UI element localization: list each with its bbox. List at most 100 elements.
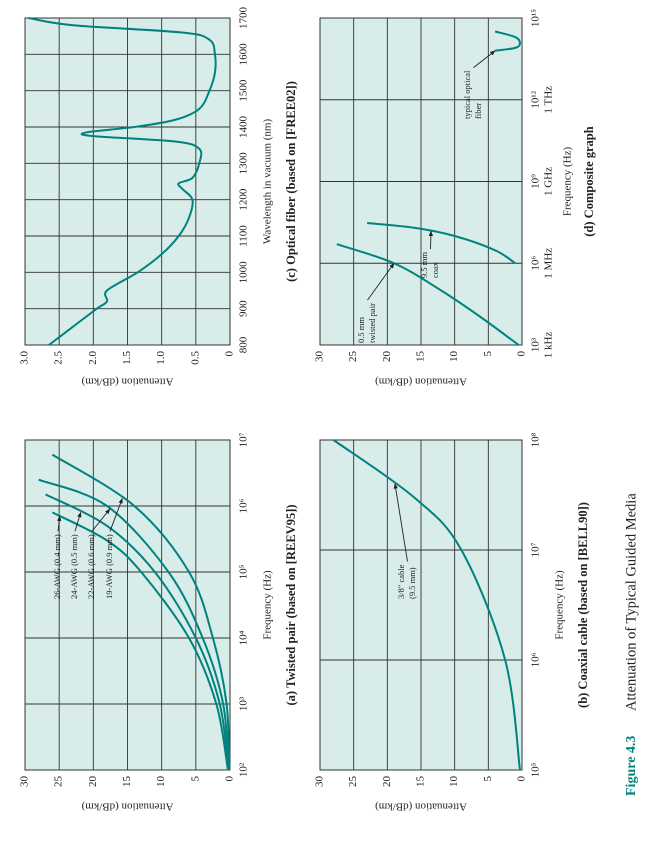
annotation-arrow [393, 483, 408, 562]
y-tick-label: 0 [516, 351, 528, 357]
x-tick-label: 1100 [238, 225, 250, 247]
annotation-arrow [473, 50, 496, 68]
y-tick-label: 25 [347, 351, 359, 363]
series-label: 3/8" cable [396, 564, 406, 599]
y-tick-label: 0 [224, 351, 236, 357]
y-axis-label: Attenuation (dB/km) [81, 800, 173, 812]
x-tick-label: 10⁵ [238, 564, 250, 579]
y-tick-label: 0 [516, 776, 528, 782]
annotation-arrow [428, 230, 434, 250]
series-label: 24-AWG (0.5 mm) [69, 534, 79, 599]
x-axis-label: Frequency (Hz) [562, 147, 574, 217]
series-label: 0.5 mm [356, 317, 366, 343]
y-axis-label: Attenuation (dB/km) [375, 375, 467, 387]
annotation-arrow [367, 262, 395, 301]
series-line [51, 511, 229, 771]
series-label: 22-AWG (0.6 mm) [86, 534, 96, 599]
x-tick-sublabel: 1 kHz [543, 332, 555, 359]
series-line [494, 30, 521, 52]
annotation-arrow [74, 511, 82, 532]
y-tick-label: 15 [121, 776, 133, 788]
y-tick-label: 1.0 [155, 351, 167, 365]
x-tick-label: 10⁹ [530, 174, 542, 189]
y-tick-label: 30 [314, 776, 326, 788]
x-tick-label: 1300 [238, 152, 250, 175]
series-label: 9.5 mm [419, 252, 429, 278]
x-axis-label: Wavelength in vacuum (nm) [262, 119, 274, 245]
annotation-arrow [57, 515, 62, 532]
x-tick-label: 1000 [238, 261, 250, 284]
x-tick-label: 800 [238, 336, 250, 353]
x-tick-label: 1500 [238, 79, 250, 102]
x-tick-label: 10⁴ [238, 630, 250, 645]
x-axis-label: Frequency (Hz) [262, 570, 274, 640]
y-tick-label: 0.5 [189, 351, 201, 365]
annotation-arrow [91, 508, 111, 532]
y-tick-label: 30 [19, 776, 31, 788]
x-tick-label: 10⁶ [530, 652, 542, 667]
x-tick-label: 10⁶ [238, 498, 250, 513]
x-tick-label: 900 [238, 300, 250, 317]
series-label: 26-AWG (0.4 mm) [52, 534, 62, 599]
y-tick-label: 20 [87, 776, 99, 788]
series-line [28, 17, 217, 346]
x-tick-label: 10⁸ [530, 432, 542, 447]
x-tick-sublabel: 1 THz [543, 86, 555, 114]
y-tick-label: 2.5 [53, 351, 65, 365]
series-label: typical optical [462, 70, 472, 119]
chart-title: (d) Composite graph [582, 126, 596, 236]
y-tick-label: 20 [381, 776, 393, 788]
y-tick-label: 1.5 [121, 351, 133, 365]
series-line [38, 478, 230, 771]
series-line [45, 493, 230, 771]
series-line [367, 222, 516, 265]
y-tick-label: 5 [189, 776, 201, 782]
y-tick-label: 10 [155, 776, 167, 788]
series-label: (9.5 mm) [407, 567, 417, 599]
y-tick-label: 25 [53, 776, 65, 788]
chart-title: (c) Optical fiber (based on [FREE02]) [284, 81, 298, 282]
chart-title: (a) Twisted pair (based on [REEV95]) [284, 504, 298, 705]
y-tick-label: 15 [415, 776, 427, 788]
y-tick-label: 10 [448, 776, 460, 788]
series-line [51, 453, 231, 771]
rotated-figure: Figure 4.3 Attenuation of Typical Guided… [19, 7, 640, 813]
series-line [336, 243, 520, 346]
y-tick-label: 2.0 [87, 351, 99, 365]
y-tick-label: 5 [482, 351, 494, 357]
x-tick-label: 1700 [238, 7, 250, 30]
y-tick-label: 20 [381, 351, 393, 363]
y-axis-label: Attenuation (dB/km) [375, 800, 467, 812]
figure-title: Attenuation of Typical Guided Media [623, 493, 639, 711]
y-tick-label: 3.0 [19, 351, 31, 365]
x-tick-label: 1200 [238, 188, 250, 211]
series-label: coax [430, 261, 440, 278]
y-tick-label: 30 [314, 351, 326, 363]
x-tick-sublabel: 1 MHz [543, 248, 555, 279]
x-tick-label: 10³ [238, 696, 250, 711]
x-tick-label: 10⁷ [530, 542, 542, 557]
x-tick-label: 10⁵ [530, 762, 542, 777]
x-tick-label: 10¹⁵ [530, 9, 542, 27]
x-tick-label: 10⁷ [238, 432, 250, 447]
y-tick-label: 15 [415, 351, 427, 363]
y-tick-label: 25 [347, 776, 359, 788]
figure-label: Figure 4.3 [624, 736, 639, 796]
x-tick-sublabel: 1 GHz [543, 167, 555, 196]
x-tick-label: 10³ [530, 337, 542, 352]
y-tick-label: 5 [482, 776, 494, 782]
y-axis-label: Attenuation (dB/km) [81, 375, 173, 387]
x-axis-label: Frequency (Hz) [554, 570, 566, 640]
x-tick-label: 10¹² [530, 90, 542, 108]
x-tick-label: 1400 [238, 116, 250, 139]
y-tick-label: 10 [448, 351, 460, 363]
x-tick-label: 1600 [238, 43, 250, 66]
series-line [332, 439, 521, 771]
chart-title: (b) Coaxial cable (based on [BELL90]) [576, 502, 590, 708]
y-tick-label: 0 [224, 776, 236, 782]
x-tick-label: 10⁶ [530, 256, 542, 271]
series-label: fiber [473, 103, 483, 119]
annotation-arrow [109, 497, 123, 532]
